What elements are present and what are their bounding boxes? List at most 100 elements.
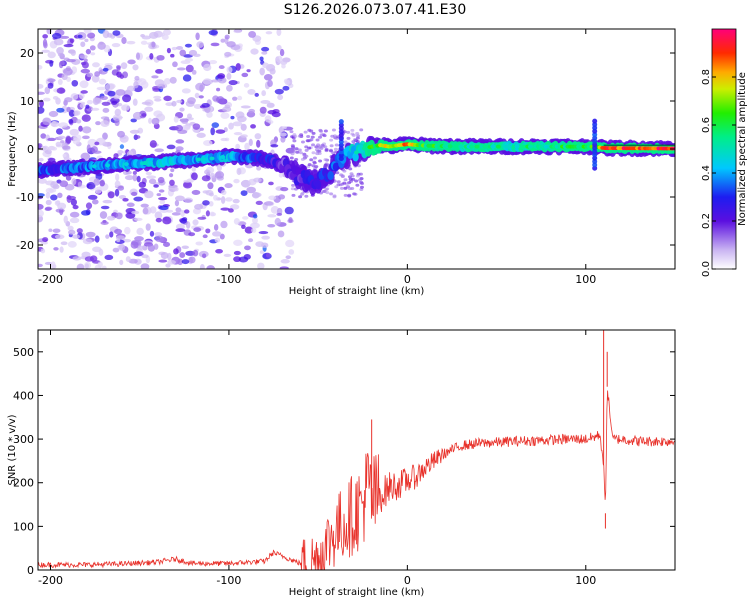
noise-blob [59, 180, 69, 188]
noise-blob [162, 29, 171, 36]
noise-blob [105, 234, 110, 239]
noise-blob [179, 107, 185, 112]
noise-blob [228, 80, 238, 86]
noise-blob [68, 109, 75, 117]
noise-blob [358, 172, 363, 176]
noise-blob [85, 202, 93, 210]
noise-blob [111, 42, 121, 48]
noise-blob [124, 175, 135, 181]
noise-blob [333, 147, 338, 151]
noise-blob [151, 117, 160, 125]
noise-blob [350, 128, 355, 132]
noise-blob [38, 263, 43, 268]
noise-blob [206, 265, 216, 269]
noise-blob [174, 187, 179, 192]
noise-blob [225, 197, 233, 202]
noise-blob [119, 259, 124, 266]
noise-blob [277, 94, 284, 101]
noise-blob [252, 216, 258, 225]
noise-blob [134, 236, 144, 242]
noise-blob [355, 139, 360, 143]
x-tick-label: 100 [575, 273, 596, 286]
noise-blob [221, 189, 227, 196]
snr-panel: -200 -100 0 100 0 100 200 300 400 500 Height of st… [7, 329, 676, 598]
noise-blob [177, 258, 183, 266]
noise-blob [72, 256, 82, 261]
ridge-body [332, 162, 340, 172]
noise-blob [323, 158, 328, 162]
noise-blob [170, 168, 175, 173]
noise-blob [181, 259, 190, 265]
noise-blob [76, 228, 83, 234]
ridge-core [453, 144, 459, 149]
noise-blob [175, 223, 185, 231]
noise-blob [175, 146, 184, 152]
noise-blob [244, 142, 250, 151]
noise-blob [94, 264, 102, 269]
noise-blob [100, 221, 109, 225]
noise-blob [226, 84, 233, 92]
noise-blob [68, 229, 76, 235]
noise-blob [292, 150, 297, 154]
colorbar-tick-label: 0.6 [701, 117, 712, 133]
noise-blob [166, 47, 171, 54]
noise-blob [250, 48, 259, 55]
noise-blob [169, 76, 177, 84]
noise-blob [280, 187, 289, 192]
noise-blob [40, 241, 48, 245]
noise-blob [346, 130, 351, 134]
noise-blob [198, 95, 204, 99]
noise-blob [220, 137, 228, 142]
noise-blob [204, 169, 211, 175]
noise-blob [290, 152, 295, 156]
noise-blob [134, 75, 140, 81]
noise-blob [141, 35, 152, 40]
noise-blob [148, 178, 157, 185]
noise-blob [162, 241, 171, 247]
noise-blob [47, 78, 56, 83]
noise-blob [202, 200, 210, 206]
noise-blob [226, 66, 233, 74]
noise-blob [312, 156, 317, 160]
noise-blob [99, 211, 108, 219]
noise-blob [82, 238, 93, 245]
noise-blob [197, 216, 207, 220]
noise-blob [38, 106, 45, 114]
noise-blob [240, 134, 248, 138]
noise-blob [48, 228, 53, 233]
noise-blob [311, 143, 316, 147]
ridge-core [147, 160, 153, 165]
noise-blob [176, 67, 186, 71]
noise-blob [195, 82, 206, 91]
noise-blob [276, 29, 282, 37]
noise-blob [69, 128, 80, 136]
noise-blob [141, 101, 152, 105]
noise-blob [153, 243, 159, 250]
noise-blob [106, 32, 113, 38]
noise-blob [260, 100, 271, 104]
noise-blob [330, 134, 335, 138]
noise-blob [271, 111, 281, 118]
ridge-body [314, 180, 322, 190]
noise-blob [47, 137, 56, 142]
noise-blob [248, 138, 253, 147]
noise-blob [126, 85, 136, 92]
noise-blob [119, 74, 124, 79]
ridge-core [354, 150, 359, 155]
noise-blob [42, 117, 52, 126]
noise-blob [165, 263, 171, 268]
noise-blob [54, 234, 65, 240]
y-tick-label: 400 [13, 389, 34, 402]
noise-blob [144, 106, 154, 112]
noise-blob [163, 95, 172, 102]
noise-blob [324, 147, 329, 151]
noise-blob [121, 36, 127, 45]
noise-blob [255, 200, 263, 206]
noise-blob [71, 178, 77, 186]
noise-blob [284, 206, 294, 215]
noise-blob [151, 75, 159, 79]
noise-blob [220, 207, 230, 211]
y-tick-label: 500 [13, 346, 34, 359]
chart-title: S126.2026.073.07.41.E30 [283, 2, 467, 18]
noise-blob [285, 255, 292, 260]
